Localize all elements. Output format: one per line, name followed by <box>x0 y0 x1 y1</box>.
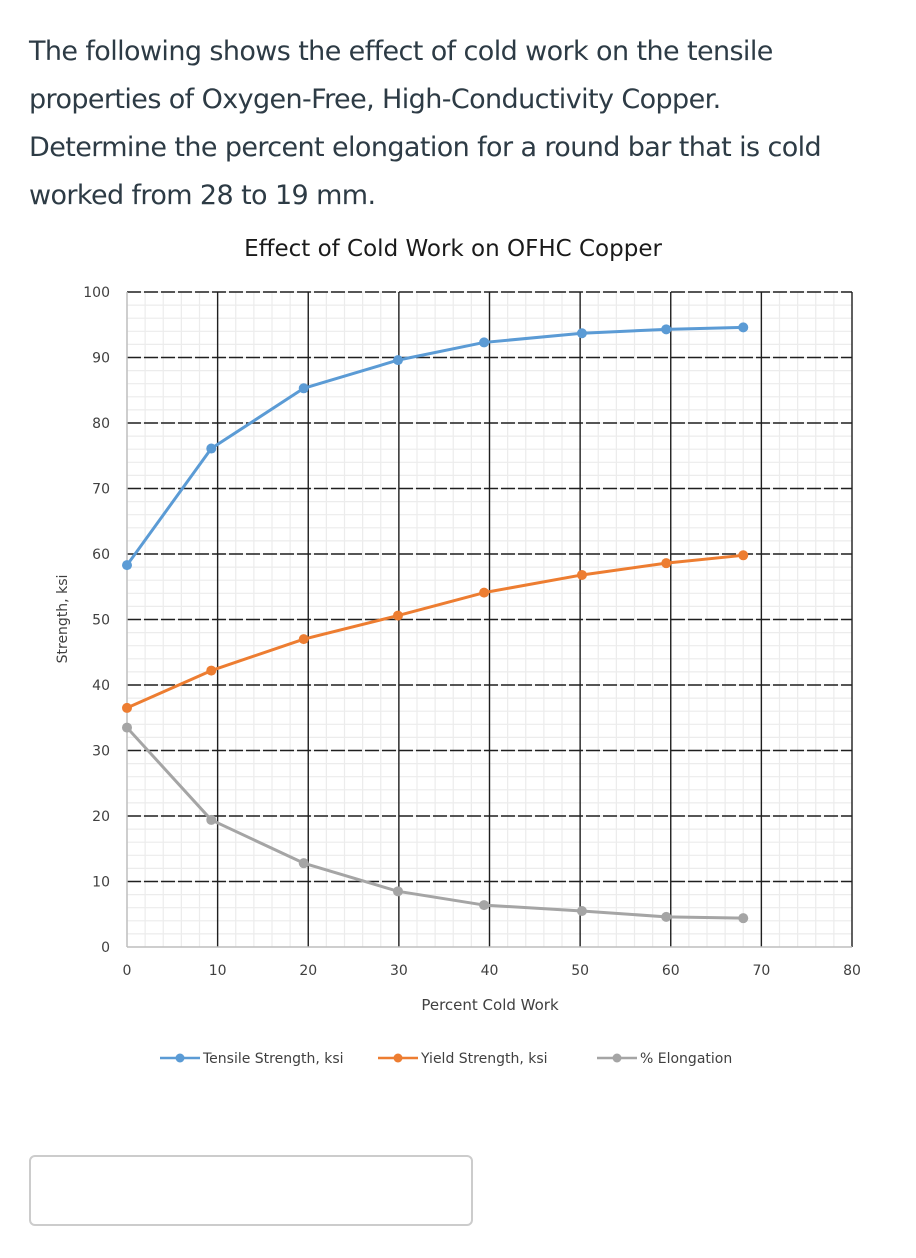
data-series <box>122 322 749 924</box>
legend-marker-icon <box>175 1053 185 1063</box>
legend-marker-icon <box>612 1053 622 1063</box>
x-tick-label: 40 <box>481 963 499 979</box>
data-point-marker <box>738 322 749 333</box>
x-tick-label: 0 <box>123 963 132 979</box>
y-tick-label: 90 <box>92 351 110 367</box>
question-line: Determine the percent elongation for a r… <box>29 132 822 163</box>
data-point-marker <box>738 913 749 924</box>
data-point-marker <box>479 337 490 348</box>
legend-label: Yield Strength, ksi <box>420 1051 548 1067</box>
data-point-marker <box>206 443 217 454</box>
x-tick-label: 20 <box>299 963 317 979</box>
legend-marker-icon <box>393 1053 403 1063</box>
chart-legend: Tensile Strength, ksi Yield Strength, ksi… <box>160 1051 732 1067</box>
y-tick-label: 40 <box>92 678 110 694</box>
y-tick-label: 0 <box>101 940 110 956</box>
data-point-marker <box>392 886 403 897</box>
x-tick-label: 80 <box>843 963 861 979</box>
plot-border <box>126 292 852 948</box>
y-tick-label: 50 <box>92 613 110 629</box>
y-tick-label: 70 <box>92 482 110 498</box>
x-tick-label: 50 <box>571 963 589 979</box>
y-tick-label: 10 <box>92 875 110 891</box>
y-axis-label: Strength, ksi <box>55 575 71 664</box>
data-point-marker <box>392 355 403 366</box>
cold-work-chart: 0 10 20 30 40 50 60 70 800102030405060708090100 … <box>55 236 861 1067</box>
data-point-marker <box>576 905 587 916</box>
data-point-marker <box>661 558 672 569</box>
data-point-marker <box>479 900 490 911</box>
data-point-marker <box>298 383 309 394</box>
y-tick-label: 80 <box>92 416 110 432</box>
question-line: worked from 28 to 19 mm. <box>29 180 376 211</box>
y-tick-label: 20 <box>92 809 110 825</box>
data-point-marker <box>206 665 217 676</box>
x-tick-label: 70 <box>752 963 770 979</box>
x-tick-label: 10 <box>209 963 227 979</box>
data-point-marker <box>576 569 587 580</box>
data-point-marker <box>661 324 672 335</box>
answer-input[interactable] <box>29 1155 473 1226</box>
tick-labels: 0 10 20 30 40 50 60 70 80 0 10 20 30 40 50 60 70 80 90 100 <box>83 285 861 979</box>
data-point-marker <box>392 610 403 621</box>
data-point-marker <box>122 702 132 713</box>
series-line <box>125 726 744 920</box>
x-tick-label: 60 <box>662 963 680 979</box>
x-axis-label: Percent Cold Work <box>421 996 559 1014</box>
data-point-marker <box>206 814 217 825</box>
data-point-marker <box>122 722 132 733</box>
series-line <box>126 553 744 710</box>
question-line: The following shows the effect of cold w… <box>29 36 773 67</box>
data-point-marker <box>738 550 749 561</box>
major-gridlines <box>127 291 853 947</box>
y-tick-label: 100 <box>83 285 110 301</box>
series-line <box>125 325 744 567</box>
question-line: properties of Oxygen-Free, High-Conducti… <box>29 84 721 115</box>
x-tick-label: 30 <box>390 963 408 979</box>
data-point-marker <box>298 858 309 869</box>
data-point-marker <box>661 911 672 922</box>
data-point-marker <box>122 560 132 571</box>
data-point-marker <box>479 587 490 598</box>
legend-label: % Elongation <box>640 1051 732 1067</box>
legend-label: Tensile Strength, ksi <box>202 1051 344 1067</box>
y-tick-label: 60 <box>92 547 110 563</box>
data-point-marker <box>576 328 587 339</box>
y-tick-label: 30 <box>92 744 110 760</box>
data-point-marker <box>298 634 309 645</box>
question-text: The following shows the effect of cold w… <box>29 28 899 220</box>
chart-title: Effect of Cold Work on OFHC Copper <box>244 236 662 262</box>
